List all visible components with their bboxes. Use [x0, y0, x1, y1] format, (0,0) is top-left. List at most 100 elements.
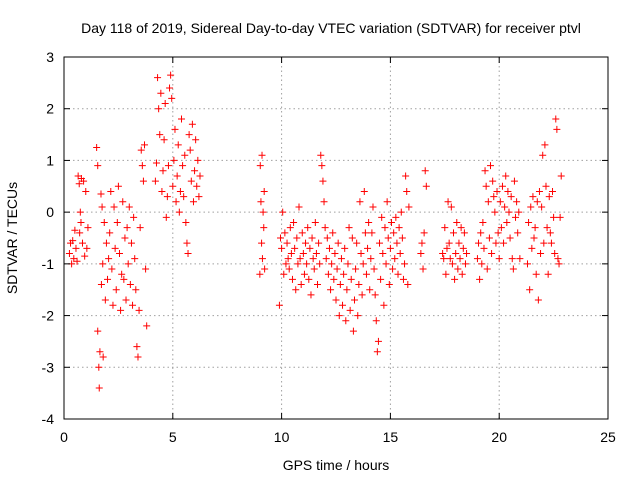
data-point	[120, 275, 128, 283]
data-point	[189, 198, 197, 206]
data-point	[440, 255, 448, 263]
data-point	[99, 260, 107, 268]
data-point	[422, 182, 430, 190]
data-point	[160, 136, 168, 144]
data-point	[502, 172, 510, 180]
data-point	[453, 218, 461, 226]
data-point	[547, 239, 555, 247]
data-point	[105, 255, 113, 263]
data-point	[443, 244, 451, 252]
data-point	[131, 255, 139, 263]
data-point	[343, 286, 351, 294]
data-point	[97, 190, 105, 198]
data-point	[106, 229, 114, 237]
x-tick-label: 0	[60, 429, 68, 445]
data-point	[404, 281, 412, 289]
axis-ticks	[63, 56, 609, 420]
data-point	[552, 115, 560, 123]
data-point	[297, 281, 305, 289]
data-point	[491, 208, 499, 216]
data-point	[292, 286, 300, 294]
data-point	[369, 203, 377, 211]
data-point	[123, 224, 131, 232]
data-point	[78, 239, 86, 247]
data-point	[390, 229, 398, 237]
data-point	[476, 275, 484, 283]
data-point	[257, 198, 265, 206]
data-point	[180, 193, 188, 201]
data-point	[102, 239, 110, 247]
data-point	[342, 317, 350, 325]
data-point	[136, 224, 144, 232]
y-tick-label: -4	[42, 411, 55, 427]
data-point	[80, 177, 88, 185]
data-point	[538, 203, 546, 211]
data-point	[481, 167, 489, 175]
data-point	[113, 218, 121, 226]
data-point	[281, 229, 289, 237]
data-point	[378, 213, 386, 221]
data-point	[284, 255, 292, 263]
data-point	[308, 234, 316, 242]
data-point	[420, 229, 428, 237]
data-point	[260, 224, 268, 232]
data-point	[353, 239, 361, 247]
data-point	[505, 208, 513, 216]
data-point	[459, 244, 467, 252]
data-point	[377, 275, 385, 283]
data-point	[260, 187, 268, 195]
y-tick-label: 2	[46, 101, 54, 117]
data-point	[316, 260, 324, 268]
data-point	[348, 234, 356, 242]
data-point	[196, 172, 204, 180]
data-point	[488, 250, 496, 258]
data-point	[495, 255, 503, 263]
data-point	[385, 281, 393, 289]
data-point	[398, 234, 406, 242]
data-point	[454, 265, 462, 273]
data-point	[304, 224, 312, 232]
data-point	[256, 162, 264, 170]
data-point	[551, 250, 559, 258]
data-point	[336, 281, 344, 289]
data-point	[366, 286, 374, 294]
data-point	[447, 203, 455, 211]
data-point	[311, 218, 319, 226]
data-point	[328, 260, 336, 268]
data-point	[93, 144, 101, 151]
data-point	[191, 167, 199, 175]
data-point	[541, 141, 549, 149]
data-point	[362, 270, 370, 278]
data-point	[155, 105, 163, 113]
data-point	[290, 218, 298, 226]
data-point	[452, 250, 460, 258]
data-point	[331, 250, 339, 258]
data-point	[546, 229, 554, 237]
data-point	[117, 306, 125, 314]
data-point	[482, 182, 490, 190]
data-point	[479, 218, 487, 226]
data-point	[108, 265, 116, 273]
data-point	[163, 193, 171, 201]
data-point	[498, 182, 506, 190]
data-point	[287, 250, 295, 258]
data-point	[99, 353, 107, 361]
data-point	[164, 162, 172, 170]
data-point	[553, 125, 561, 133]
data-point	[306, 244, 314, 252]
data-point	[156, 131, 164, 139]
data-point	[84, 224, 92, 232]
x-tick-label: 5	[169, 429, 177, 445]
data-point	[132, 286, 140, 294]
data-point	[376, 239, 384, 247]
data-point	[261, 265, 269, 273]
data-point	[381, 224, 389, 232]
data-point	[543, 224, 551, 232]
data-point	[439, 250, 447, 258]
data-point	[97, 281, 105, 289]
data-point	[285, 265, 293, 273]
data-point	[507, 193, 515, 201]
data-point	[529, 193, 537, 201]
data-point	[303, 260, 311, 268]
data-point	[193, 182, 201, 190]
